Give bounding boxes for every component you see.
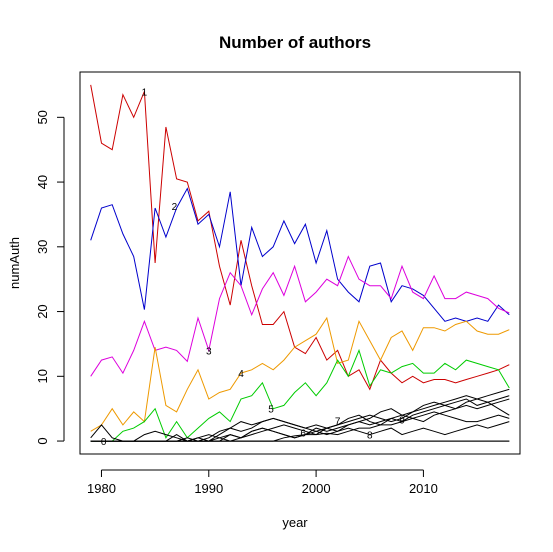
y-tick-label-4: 40	[35, 175, 50, 189]
plot-frame	[79, 71, 521, 455]
point-label-6: 6	[300, 429, 306, 440]
point-label-8: 8	[367, 431, 373, 442]
point-label-0: 0	[101, 437, 107, 448]
y-tick-label-3: 30	[35, 240, 50, 254]
x-tick-label-1: 1990	[194, 481, 223, 496]
point-label-2: 2	[172, 202, 178, 213]
series-line-4	[90, 348, 510, 442]
y-tick-label-5: 50	[35, 110, 50, 124]
point-label-3: 3	[206, 346, 212, 357]
series-line-3	[90, 316, 510, 432]
point-label-4: 4	[238, 369, 244, 380]
y-tick-label-1: 10	[35, 369, 50, 383]
point-label-1: 1	[142, 87, 148, 98]
point-label-5: 5	[268, 405, 274, 416]
y-tick-label-0: 0	[35, 437, 50, 444]
x-axis: 1980 1990 2000 2010	[87, 469, 438, 496]
x-tick-label-3: 2010	[409, 481, 438, 496]
series-layer	[90, 84, 510, 442]
series-line-1	[90, 187, 510, 322]
series-line-12	[90, 424, 510, 442]
series-line-0	[90, 84, 510, 391]
series-line-11	[90, 417, 510, 442]
y-axis-label: numAuth	[7, 237, 22, 289]
point-label-9: 9	[399, 416, 405, 427]
chart-title: Number of authors	[219, 33, 371, 52]
y-axis: 0 10 20 30 40 50	[35, 110, 65, 445]
annotation-layer: 0 1 2 3 4 5 6 7 8 9	[101, 87, 405, 448]
x-tick-label-2: 2000	[302, 481, 331, 496]
y-tick-label-2: 20	[35, 304, 50, 318]
point-label-7: 7	[335, 416, 341, 427]
x-axis-label: year	[282, 515, 308, 530]
series-line-2	[90, 255, 510, 377]
x-tick-label-0: 1980	[87, 481, 116, 496]
